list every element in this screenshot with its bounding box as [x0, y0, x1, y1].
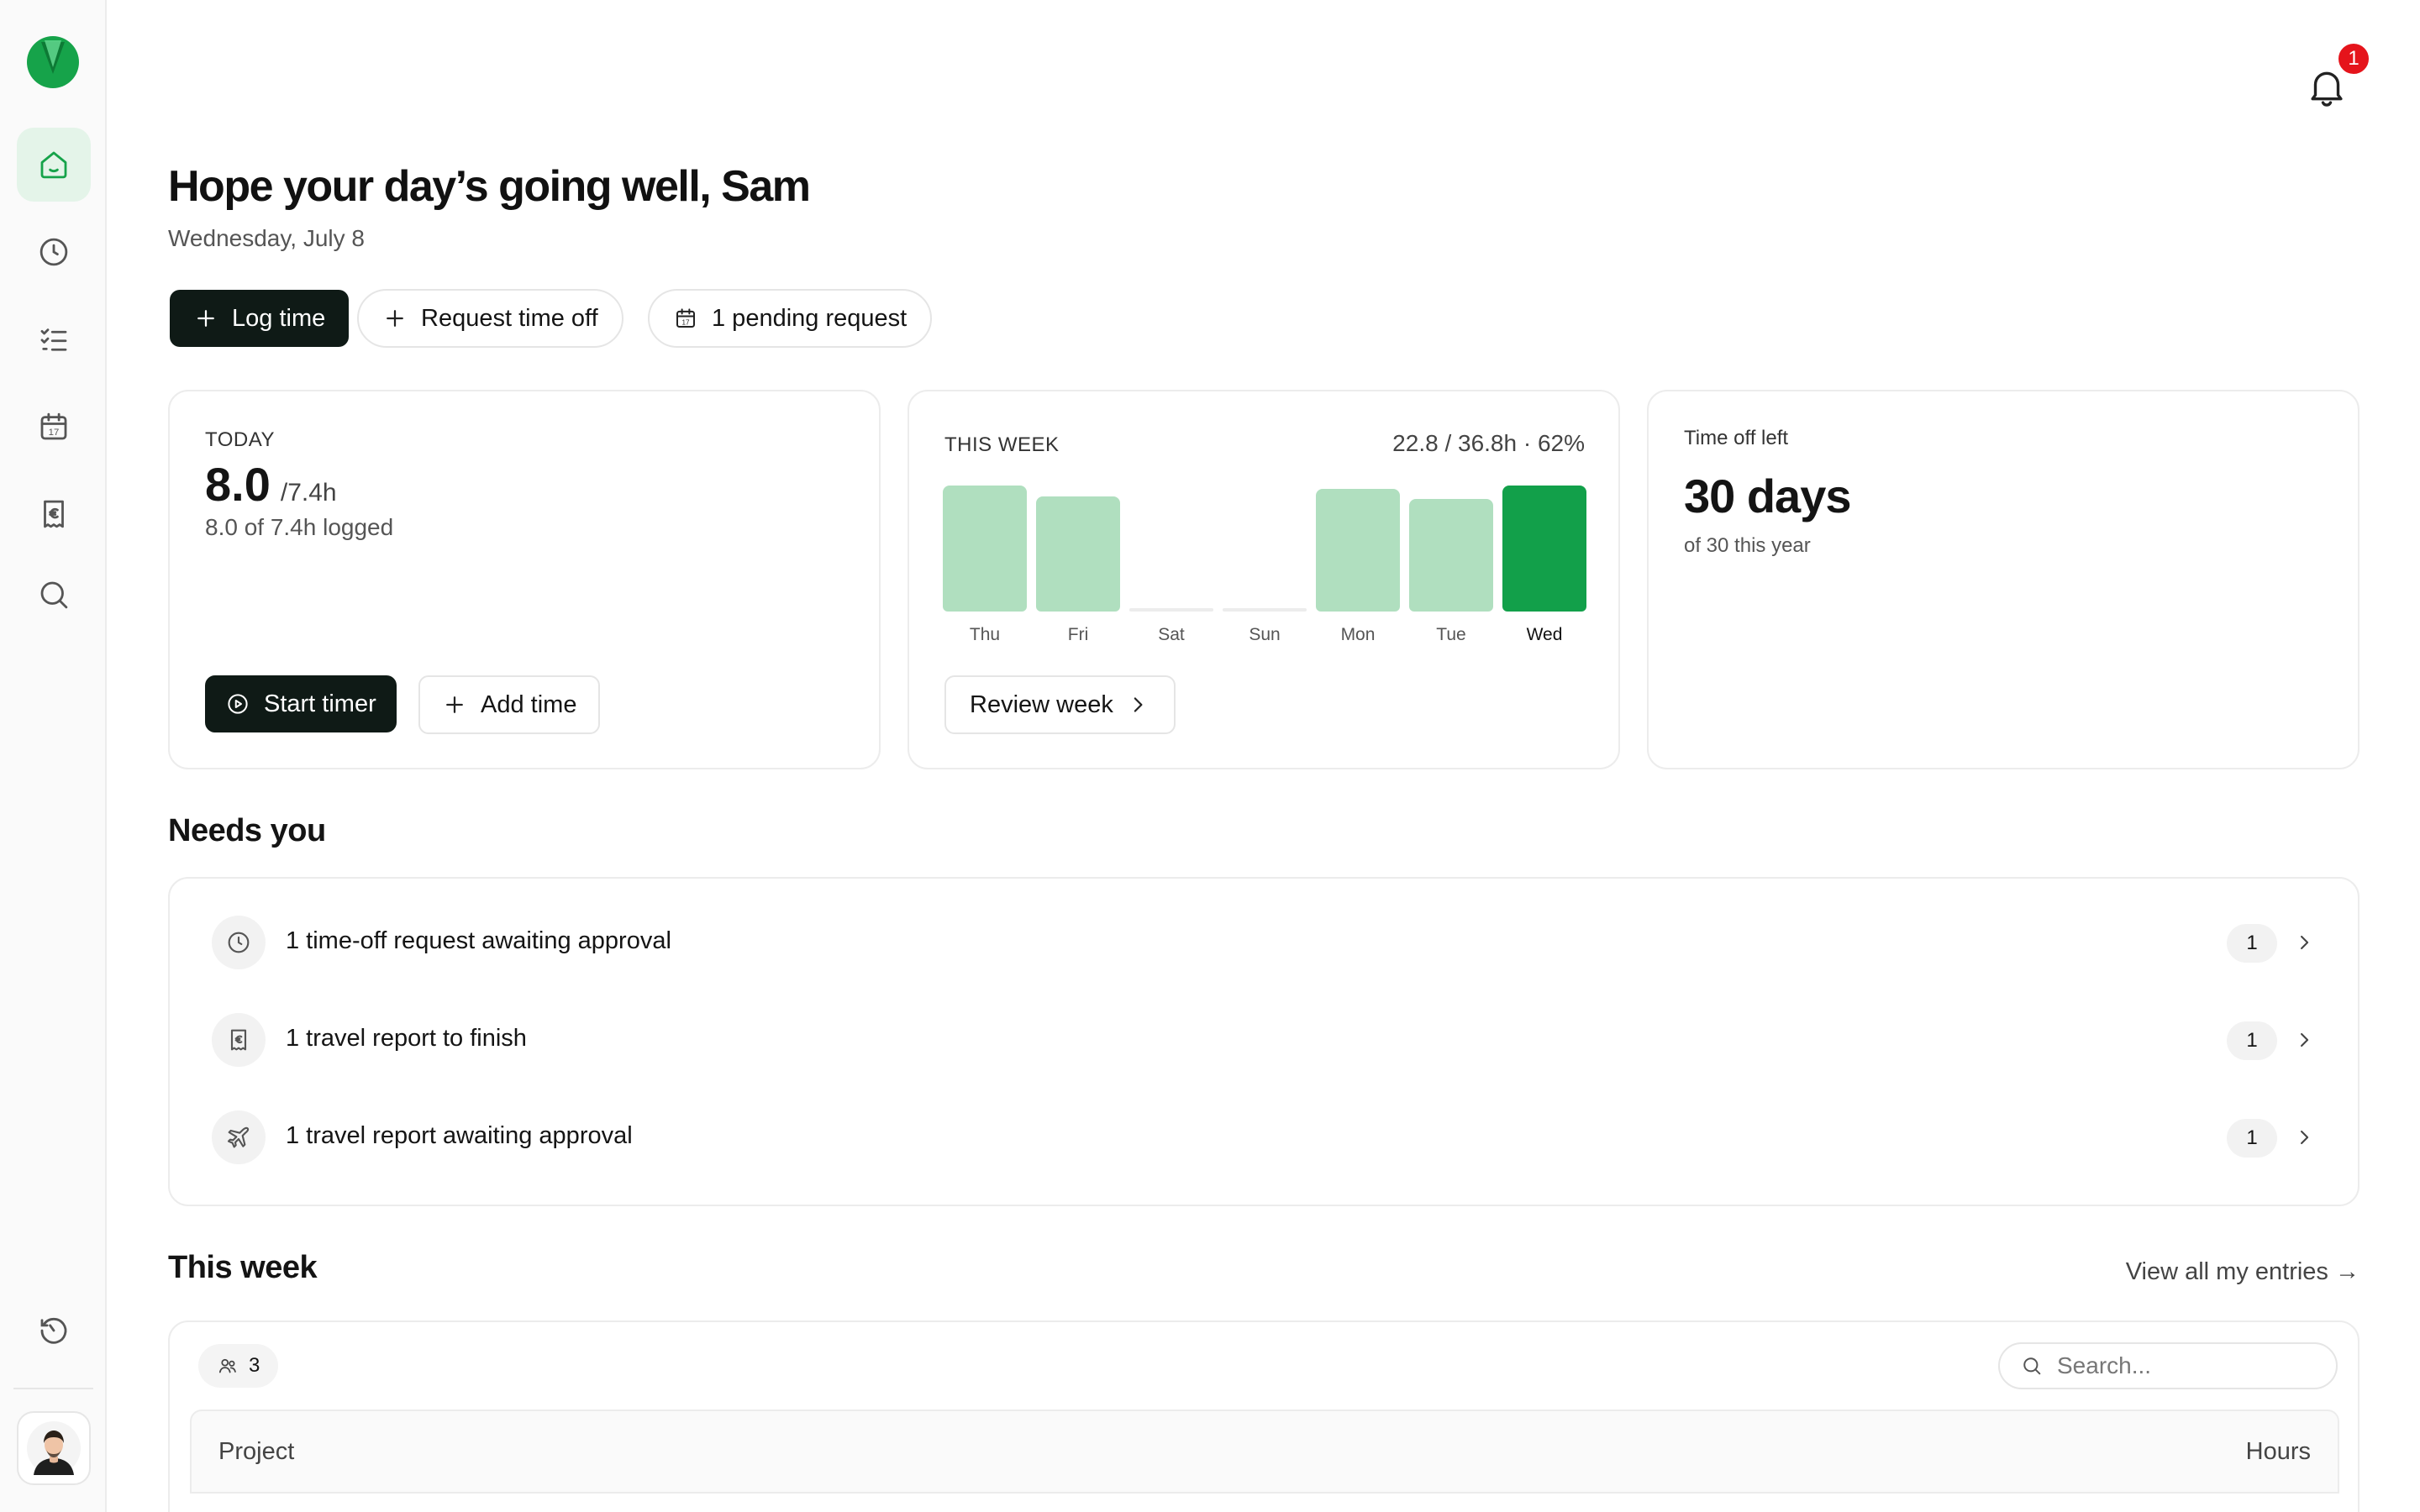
chevron-right-icon [2301, 1130, 2309, 1145]
calendar-icon: 17 [40, 412, 67, 440]
add-time-button[interactable]: Add time [418, 675, 601, 734]
entries-table-header: Project Hours [190, 1410, 2339, 1494]
today-summary: 8.0 of 7.4h logged [205, 514, 394, 540]
sidebar-divider [13, 1388, 93, 1389]
nav-tasks[interactable] [17, 302, 91, 376]
need-count: 1 [2227, 924, 2277, 963]
plus-icon [197, 310, 214, 327]
log-time-button[interactable]: Log time [170, 290, 350, 347]
need-text: 1 travel report awaiting approval [286, 1122, 633, 1149]
search-icon [40, 581, 68, 609]
search-icon [2023, 1357, 2041, 1375]
chart-label-sat: Sat [1158, 625, 1185, 644]
chevron-right-icon [2301, 1032, 2309, 1047]
chart-bar-fri [1036, 496, 1120, 612]
timer-history-icon [40, 1317, 67, 1344]
nav-expenses[interactable] [17, 477, 91, 551]
need-text: 1 time-off request awaiting approval [286, 927, 671, 954]
chart-bar-thu [943, 486, 1027, 612]
nav-calendar[interactable]: 17 [17, 390, 91, 464]
chart-label-sun: Sun [1249, 625, 1281, 644]
today-target: /7.4h [280, 479, 337, 507]
week-label: THIS WEEK [944, 433, 1060, 456]
time-off-sub: of 30 this year [1684, 534, 1811, 557]
svg-text:17: 17 [49, 428, 60, 438]
play-circle-icon [228, 694, 248, 714]
need-text: 1 travel report to finish [286, 1025, 527, 1052]
plus-icon [387, 310, 403, 327]
need-count: 1 [2227, 1021, 2277, 1060]
column-hours[interactable]: Hours [2245, 1438, 2311, 1465]
nav-timer-history[interactable] [17, 1294, 91, 1368]
people-filter-chip[interactable]: 3 [198, 1344, 279, 1388]
chart-label-thu: Thu [969, 625, 1001, 644]
time-off-card: Time off left 30 days of 30 this year [1647, 390, 2360, 769]
users-icon [218, 1358, 236, 1373]
page-title: Hope your day’s going well, Sam [168, 162, 811, 211]
plane-icon [227, 1126, 250, 1148]
logo-icon[interactable] [26, 35, 80, 89]
needs-you-title: Needs you [168, 813, 326, 848]
current-date: Wednesday, July 8 [168, 225, 365, 251]
nav-search[interactable] [17, 558, 91, 632]
this-week-title: This week [168, 1250, 318, 1285]
chart-bar-mon [1316, 489, 1400, 612]
week-summary: 22.8 / 36.8h · 62% [1392, 430, 1585, 456]
chart-bar-sun [1223, 608, 1307, 612]
home-icon [40, 151, 67, 179]
chart-bar-tue [1409, 499, 1493, 612]
calendar-icon: 17 [676, 308, 695, 328]
nav-time[interactable] [17, 215, 91, 289]
list-item[interactable]: 1 time-off request awaiting approval 1 [170, 894, 2358, 991]
chart-label-wed: Wed [1526, 625, 1563, 644]
review-week-button[interactable]: Review week [944, 675, 1176, 734]
today-hours: 8.0 [205, 458, 271, 511]
checklist-icon [40, 328, 67, 351]
chevron-right-icon [1134, 697, 1143, 712]
bell-icon[interactable] [2304, 64, 2349, 109]
entries-search-input[interactable]: Search... [1998, 1342, 2338, 1389]
week-bar-chart: Thu Fri Sat Sun Mon Tue Wed [909, 391, 1618, 768]
avatar[interactable] [17, 1411, 91, 1485]
request-time-off-button[interactable]: Request time off [357, 289, 623, 348]
notification-badge: 1 [2336, 41, 2371, 76]
chevron-right-icon [2301, 935, 2309, 950]
nav-home[interactable] [17, 128, 91, 202]
receipt-euro-icon [230, 1029, 247, 1051]
today-card: TODAY 8.0 /7.4h 8.0 of 7.4h logged Start… [168, 390, 881, 769]
sidebar: 17 [0, 0, 107, 1512]
chart-label-tue: Tue [1436, 625, 1466, 644]
list-item[interactable]: 1 travel report awaiting approval 1 [170, 1089, 2358, 1186]
clock-icon [228, 932, 250, 953]
this-week-card: THIS WEEK 22.8 / 36.8h · 62% Thu Fri Sat Su… [908, 390, 1620, 769]
need-icon-wrap [212, 1013, 266, 1067]
start-timer-button[interactable]: Start timer [205, 675, 397, 732]
pending-request-button[interactable]: 17 1 pending request [648, 289, 933, 348]
chart-label-fri: Fri [1067, 625, 1089, 644]
time-off-days: 30 days [1684, 470, 1851, 522]
chart-label-mon: Mon [1340, 625, 1376, 644]
list-item[interactable]: 1 travel report to finish 1 [170, 991, 2358, 1089]
today-label: TODAY [205, 428, 275, 451]
chart-bar-sat [1129, 608, 1213, 612]
need-icon-wrap [212, 1110, 266, 1164]
avatar-icon [27, 1421, 81, 1475]
column-project[interactable]: Project [218, 1438, 295, 1465]
clock-icon [39, 238, 68, 266]
svg-text:17: 17 [681, 318, 690, 326]
need-icon-wrap [212, 916, 266, 969]
needs-you-card: 1 time-off request awaiting approval 1 1… [168, 877, 2360, 1206]
entries-card: 3 Search... Project Hours [168, 1320, 2360, 1512]
chart-bar-wed [1502, 486, 1586, 612]
receipt-euro-icon [44, 500, 64, 528]
time-off-label: Time off left [1684, 427, 1789, 449]
plus-icon [446, 696, 463, 713]
need-count: 1 [2227, 1119, 2277, 1158]
view-all-entries-link[interactable]: View all my entries → [2125, 1258, 2360, 1285]
